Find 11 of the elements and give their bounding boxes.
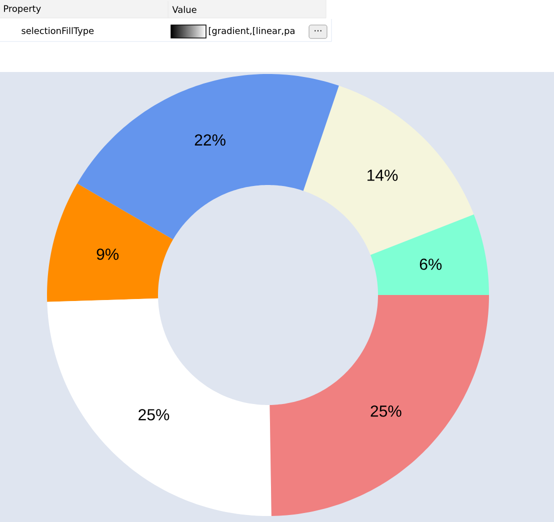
text: selectionFillType — [22, 27, 94, 36]
text: [gradient,[linear,pa — [208, 27, 294, 36]
text: ... — [314, 30, 322, 32]
data-label: 14% — [368, 170, 398, 181]
data-label: 6% — [420, 258, 442, 270]
data-label: 25% — [138, 409, 170, 420]
text: Value — [172, 6, 196, 13]
text: Property — [4, 5, 41, 14]
data-label: 9% — [96, 248, 119, 260]
data-label: 22% — [194, 134, 226, 146]
data-label: 25% — [370, 405, 402, 417]
